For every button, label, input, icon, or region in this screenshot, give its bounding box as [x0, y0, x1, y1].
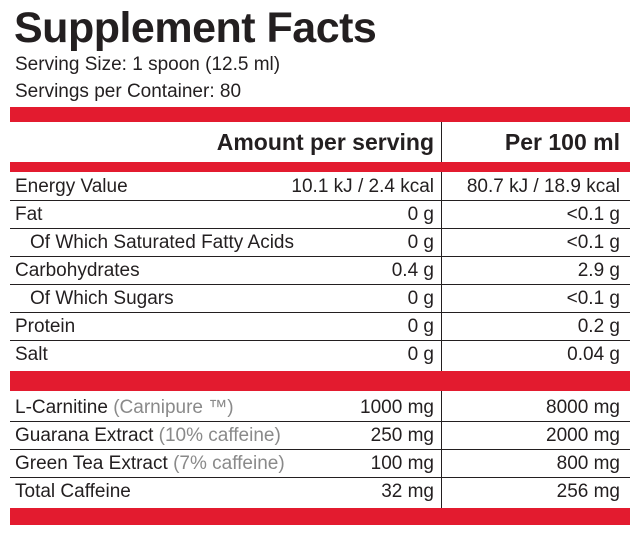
amount-per-serving: 0.4 g — [391, 260, 434, 281]
amount-per-serving: 32 mg — [381, 481, 434, 502]
nutrient-name: Energy Value — [15, 176, 128, 197]
ingredient-name: Green Tea Extract — [15, 453, 168, 474]
column-header-per100: Per 100 ml — [504, 129, 620, 155]
panel-title: Supplement Facts — [14, 4, 377, 52]
nutrient-name: Fat — [15, 204, 43, 225]
column-separator — [441, 172, 442, 371]
amount-per-100ml: 8000 mg — [546, 397, 620, 418]
footer-band — [10, 508, 630, 525]
amount-per-serving: 100 mg — [370, 453, 434, 474]
amount-per-100ml: 800 mg — [556, 453, 620, 474]
servings-per-container: Servings per Container: 80 — [15, 81, 242, 102]
amount-per-serving: 0 g — [407, 288, 434, 309]
ingredient-note: (7% caffeine) — [173, 453, 285, 474]
ingredient-name: L-Carnitine — [15, 397, 108, 418]
ingredient-note: (10% caffeine) — [158, 425, 281, 446]
amount-per-serving: 0 g — [407, 316, 434, 337]
amount-per-100ml: 256 mg — [556, 481, 620, 502]
row-divider — [10, 256, 630, 257]
row-divider — [10, 284, 630, 285]
amount-per-100ml: <0.1 g — [566, 204, 620, 225]
column-separator — [441, 391, 442, 508]
amount-per-serving: 0 g — [407, 204, 434, 225]
amount-per-serving: 0 g — [407, 232, 434, 253]
ingredient-name: Total Caffeine — [15, 481, 131, 502]
ingredient-name: Guarana Extract — [15, 425, 154, 446]
ingredient-label: L-Carnitine (Carnipure ™) — [15, 394, 234, 421]
row-divider — [10, 449, 630, 450]
amount-per-100ml: 80.7 kJ / 18.9 kcal — [466, 176, 620, 197]
amount-per-100ml: 0.2 g — [577, 316, 620, 337]
serving-size: Serving Size: 1 spoon (12.5 ml) — [15, 54, 281, 75]
nutrient-name: Of Which Saturated Fatty Acids — [30, 232, 294, 253]
amount-per-serving: 10.1 kJ / 2.4 kcal — [291, 176, 434, 197]
nutrient-name: Carbohydrates — [15, 260, 140, 281]
amount-per-100ml: <0.1 g — [566, 288, 620, 309]
section-band-middle — [10, 371, 630, 391]
amount-per-serving: 250 mg — [370, 425, 434, 446]
amount-per-100ml: <0.1 g — [566, 232, 620, 253]
header-band-bottom — [10, 162, 630, 172]
nutrient-name: Of Which Sugars — [30, 288, 174, 309]
amount-per-100ml: 2000 mg — [546, 425, 620, 446]
column-header-amount: Amount per serving — [216, 129, 434, 155]
amount-per-100ml: 2.9 g — [577, 260, 620, 281]
ingredient-label: Green Tea Extract (7% caffeine) — [15, 450, 285, 477]
amount-per-100ml: 0.04 g — [567, 344, 620, 365]
ingredient-note: (Carnipure ™) — [113, 397, 234, 418]
row-divider — [10, 340, 630, 341]
row-divider — [10, 421, 630, 422]
nutrient-name: Salt — [15, 344, 48, 365]
supplement-facts-panel: Supplement Facts Serving Size: 1 spoon (… — [10, 0, 630, 537]
row-divider — [10, 200, 630, 201]
amount-per-serving: 0 g — [407, 344, 434, 365]
row-divider — [10, 312, 630, 313]
column-separator — [441, 122, 442, 162]
row-divider — [10, 477, 630, 478]
row-divider — [10, 228, 630, 229]
header-band-top — [10, 107, 630, 122]
ingredient-label: Guarana Extract (10% caffeine) — [15, 422, 281, 449]
amount-per-serving: 1000 mg — [360, 397, 434, 418]
nutrient-name: Protein — [15, 316, 76, 337]
